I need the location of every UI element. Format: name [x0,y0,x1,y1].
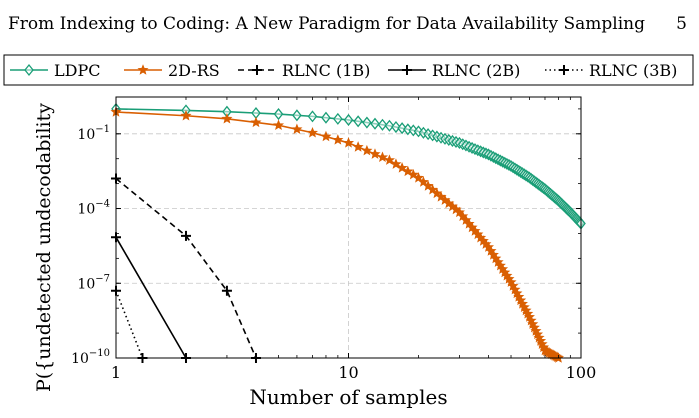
legend-marker [559,65,569,75]
data-point [370,117,380,130]
data-point [321,111,331,124]
data-point [180,109,192,121]
data-point [376,151,388,162]
legend-label: RLNC (1B) [282,61,370,80]
series-line [115,290,144,359]
data-point [397,122,407,135]
data-point [343,113,354,126]
legend-entry: RLNC (2B) [388,61,520,80]
y-tick-label: 10−1 [77,124,110,143]
page-number: 5 [676,14,687,34]
legend-label: 2D-RS [168,61,220,80]
data-point [342,137,355,148]
series-line [115,177,257,359]
data-point [320,130,332,142]
plot-area [110,102,586,363]
y-tick-label: 10−4 [77,199,110,218]
series-ldpc [111,102,586,230]
data-point [332,134,344,145]
data-point [412,172,425,183]
data-point [383,154,395,165]
data-point [369,148,381,159]
legend-entry: RLNC (3B) [545,61,677,80]
legend-frame [3,54,694,86]
data-point [377,118,388,131]
legend-label: LDPC [54,61,100,80]
data-point [384,119,395,132]
series-line [115,236,187,359]
data-point [361,144,373,156]
data-point [391,120,401,134]
data-point [251,106,261,120]
data-point [362,116,372,129]
legend-marker [137,64,149,75]
y-tick-label: 10−10 [71,348,110,367]
legend-entry: RLNC (1B) [238,61,370,80]
running-title: From Indexing to Coding: A New Paradigm … [8,14,645,34]
legend-marker [402,65,412,75]
data-point [250,116,262,128]
x-axis-label: Number of samples [249,385,447,409]
data-point [407,168,419,180]
y-axis-label: P({undetected undecodability [33,103,55,392]
legend-marker [24,63,34,77]
x-tick-label: 100 [566,363,597,382]
data-point [273,108,284,121]
chart-legend: LDPC 2D-RS RLNC (1B) RLNC (2B) RLNC (3B) [3,54,694,86]
series-2d-rs [110,106,564,363]
data-point [353,115,363,128]
data-point [221,285,232,296]
data-point [291,123,303,135]
data-point [396,162,408,173]
y-tick-label: 10−7 [77,273,110,292]
legend-entry: 2D-RS [124,61,220,80]
data-point [352,141,364,152]
legend-entry: LDPC [10,61,100,80]
data-point [292,109,302,122]
data-point [390,158,402,169]
page-header: From Indexing to Coding: A New Paradigm … [8,14,691,36]
data-point [221,112,233,124]
data-point [306,126,319,138]
data-point [307,110,318,123]
legend-marker [252,65,262,75]
data-point [180,230,191,241]
chart-grid [115,97,582,359]
x-tick-label: 1 [111,363,121,382]
data-point [272,119,285,130]
chart-axes: 1 10 100 10−1 10−4 10−7 10−10 [71,96,597,382]
x-tick-label: 10 [338,363,358,382]
legend-label: RLNC (2B) [432,61,520,80]
data-point [402,165,414,177]
data-point [333,112,343,125]
series-rlnc-2b [111,232,191,363]
legend-label: RLNC (3B) [589,61,677,80]
